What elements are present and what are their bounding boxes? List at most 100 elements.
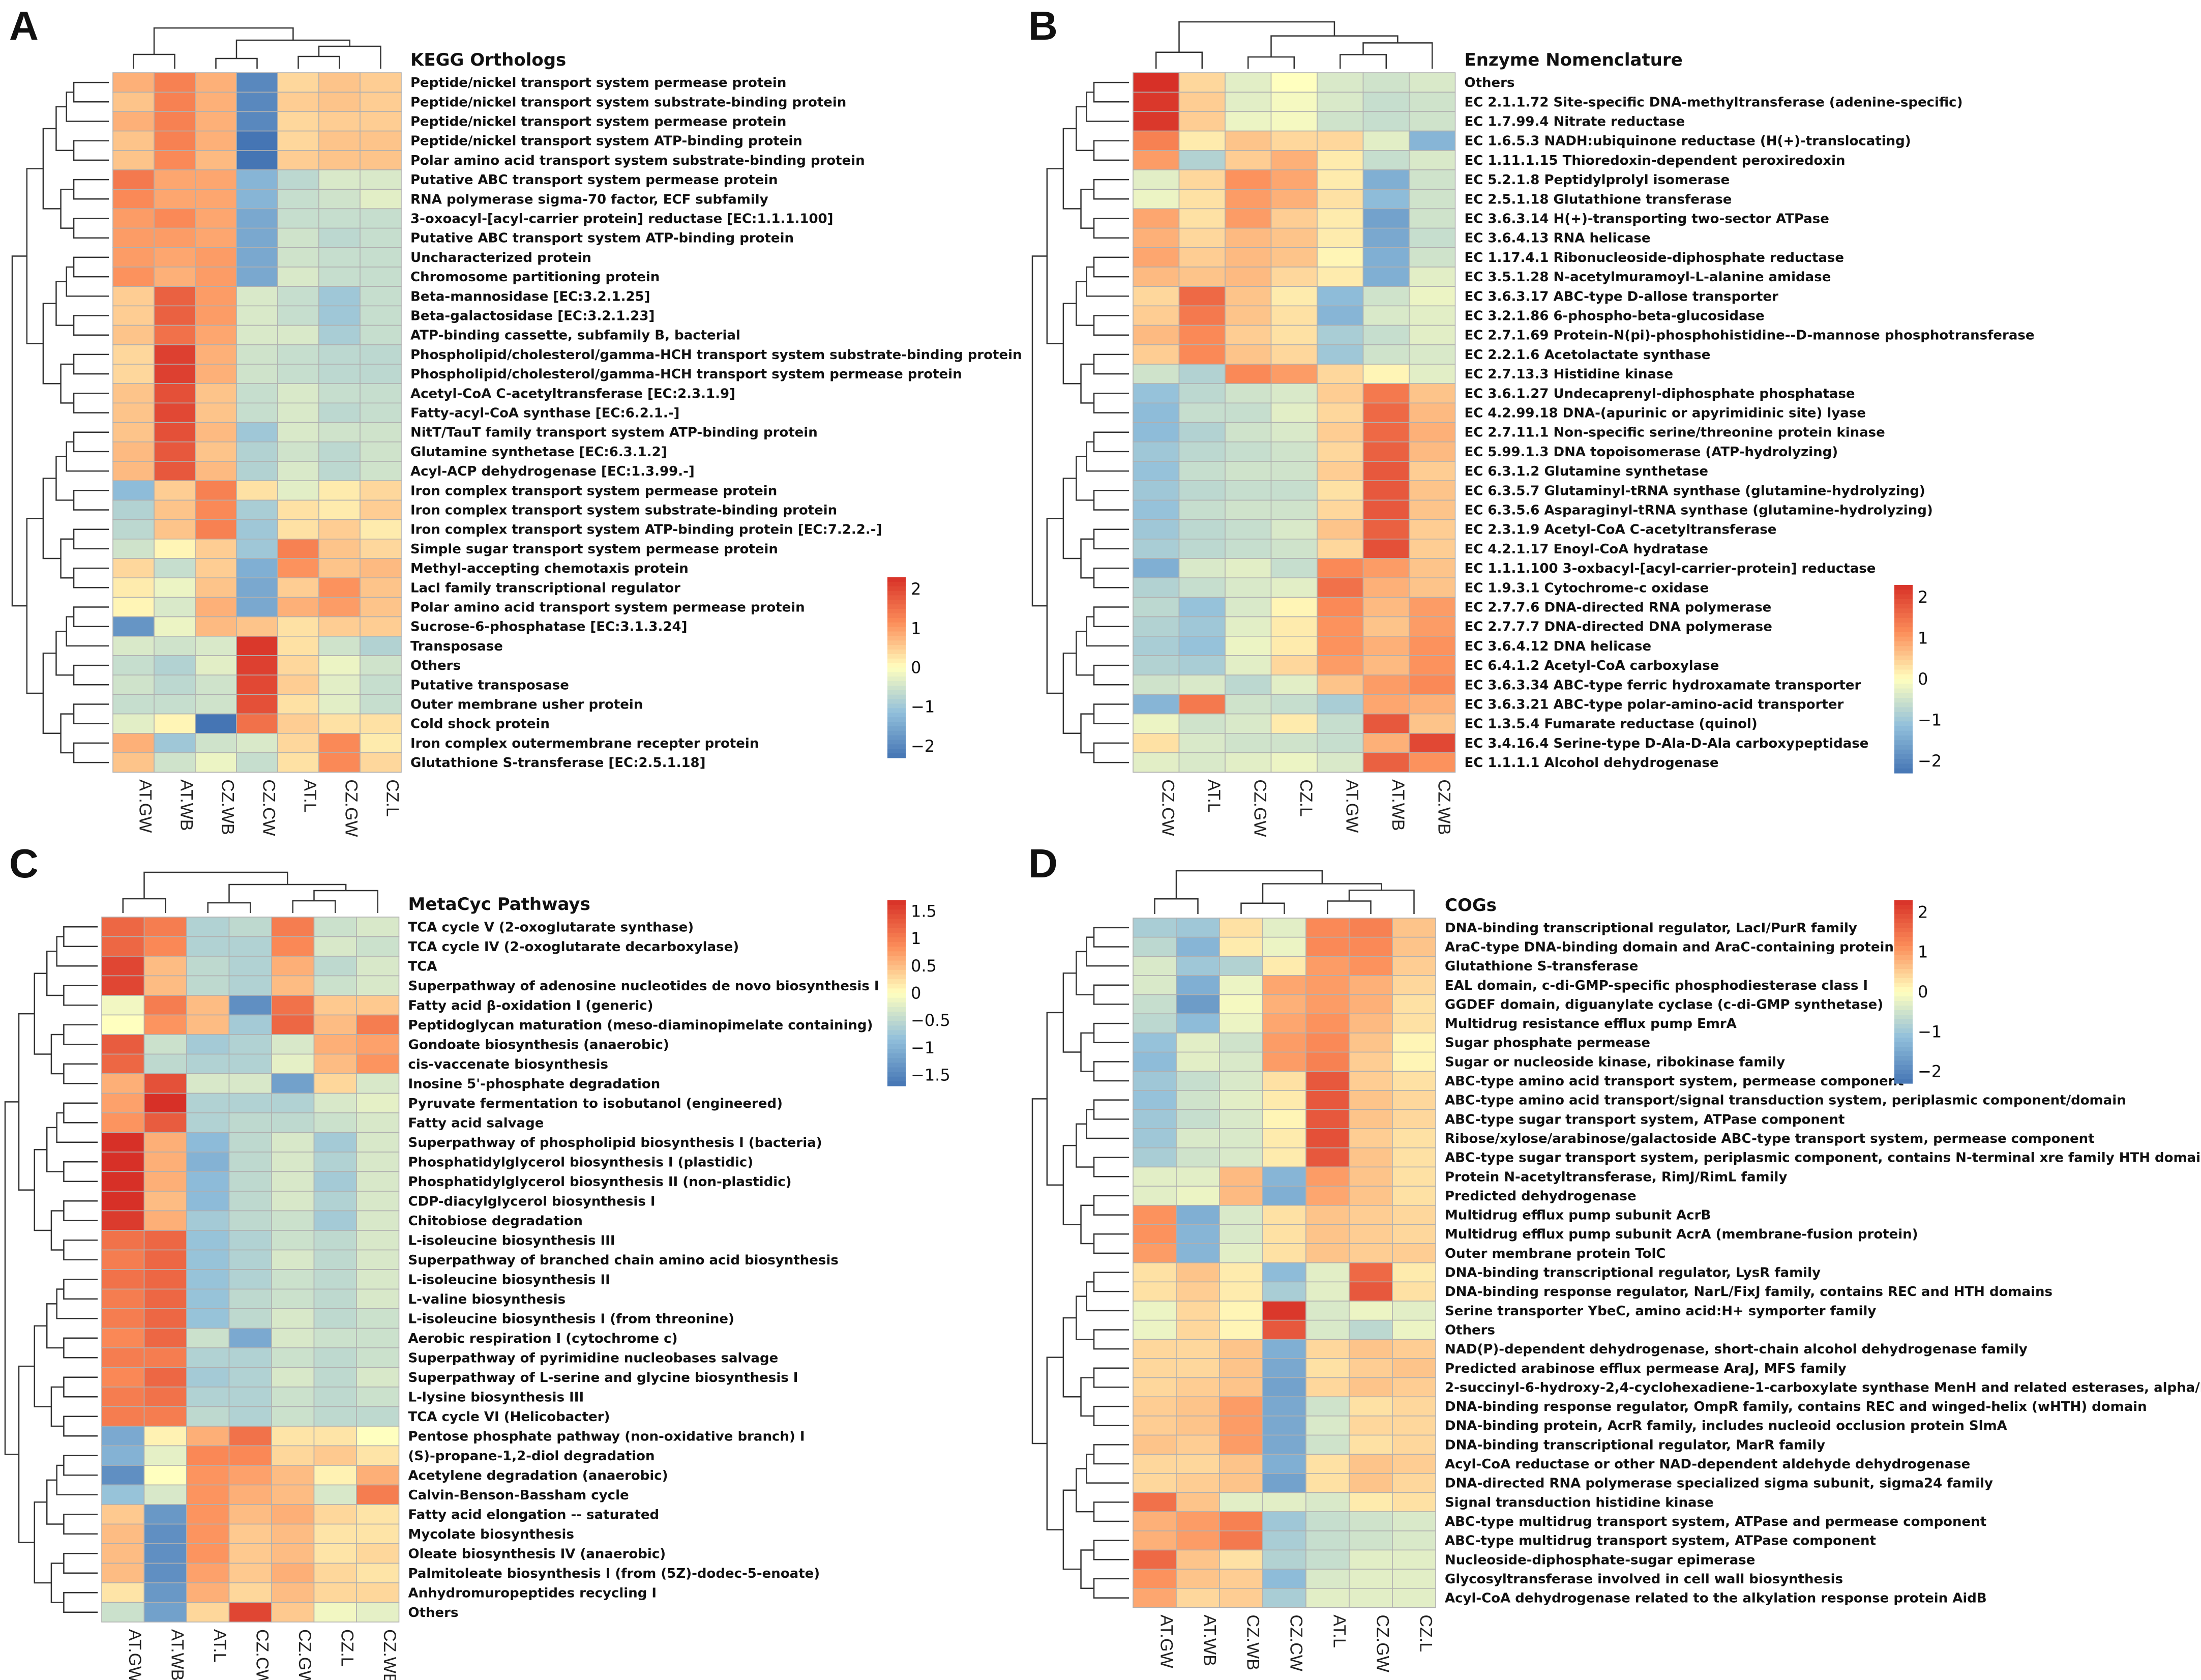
heatmap-cell	[1305, 1473, 1350, 1493]
heatmap-cell	[1362, 422, 1410, 443]
heatmap-cell	[195, 130, 237, 151]
heatmap-cell	[1392, 918, 1436, 938]
heatmap-cell	[1178, 519, 1226, 540]
row-label: 2-succinyl-6-hydroxy-2,4-cyclohexadiene-…	[1445, 1380, 2201, 1395]
heatmap-cell	[228, 1249, 272, 1270]
heatmap-cell	[236, 111, 278, 132]
heatmap-cell	[360, 150, 402, 170]
heatmap-cell	[1219, 1109, 1263, 1129]
heatmap-cell	[154, 72, 196, 93]
legend-tick-label: 0	[911, 984, 921, 1003]
heatmap-cell	[1133, 616, 1180, 637]
heatmap-cell	[154, 364, 196, 385]
heatmap-cell	[1176, 1033, 1220, 1053]
heatmap-cell	[195, 694, 237, 715]
heatmap-cell	[313, 1543, 357, 1564]
heatmap-cell	[271, 1465, 315, 1486]
heatmap-cell	[1392, 1549, 1436, 1570]
heatmap-cell	[195, 169, 237, 190]
column-label: CZ.L	[1296, 779, 1316, 817]
heatmap-cell	[1305, 1109, 1350, 1129]
heatmap-cell	[112, 694, 155, 715]
heatmap-cell	[228, 936, 272, 957]
heatmap-cell	[101, 1132, 145, 1153]
heatmap-cell	[101, 1523, 145, 1544]
row-label: Superpathway of L-serine and glycine bio…	[408, 1370, 798, 1386]
column-dendrogram	[1155, 21, 1433, 69]
heatmap-cell	[1219, 1071, 1263, 1091]
heatmap-cell	[356, 1504, 400, 1525]
heatmap-cell	[228, 1191, 272, 1212]
heatmap-cell	[236, 733, 278, 753]
heatmap-cell	[271, 1328, 315, 1348]
row-label: Mycolate biosynthesis	[408, 1527, 574, 1542]
heatmap-cell	[1176, 1243, 1220, 1263]
heatmap-cell	[1225, 305, 1272, 326]
heatmap-cell	[313, 1523, 357, 1544]
heatmap-cell	[1409, 286, 1456, 307]
heatmap-cell	[1262, 1204, 1306, 1225]
row-label: (S)-propane-1,2-diol degradation	[408, 1449, 655, 1464]
heatmap-cell	[1349, 1051, 1393, 1072]
heatmap-cell	[318, 364, 361, 385]
heatmap-cell	[1225, 72, 1272, 93]
heatmap-cell	[1409, 227, 1456, 248]
heatmap-cell	[1270, 480, 1318, 501]
heatmap-cell	[228, 1171, 272, 1192]
heatmap-cell	[1176, 1454, 1220, 1474]
heatmap-cell	[277, 169, 319, 190]
heatmap-cell	[1392, 1051, 1436, 1072]
heatmap-cell	[228, 1210, 272, 1231]
heatmap-cell	[154, 286, 196, 307]
heatmap-cell	[1178, 208, 1226, 229]
heatmap-cell	[1178, 325, 1226, 345]
heatmap-cell	[1262, 1186, 1306, 1206]
heatmap-cell	[1317, 577, 1364, 598]
heatmap-cell	[143, 1269, 187, 1290]
heatmap-cell	[1219, 1243, 1263, 1263]
heatmap-cell	[195, 305, 237, 326]
heatmap-cell	[313, 1191, 357, 1212]
row-label: Sugar or nucleoside kinase, ribokinase f…	[1445, 1054, 1785, 1070]
heatmap-cell	[1133, 1396, 1177, 1417]
heatmap-cell	[1133, 918, 1177, 938]
heatmap-cell	[1219, 1186, 1263, 1206]
heatmap-cell	[313, 995, 357, 1016]
heatmap-cell	[1133, 92, 1180, 112]
heatmap-cell	[277, 752, 319, 773]
heatmap-cell	[1409, 694, 1456, 715]
heatmap-cell	[356, 936, 400, 957]
heatmap-cell	[1270, 636, 1318, 656]
heatmap-cell	[356, 1445, 400, 1466]
row-label: Anhydromuropeptides recycling I	[408, 1585, 657, 1601]
heatmap-cell	[1133, 1492, 1177, 1512]
heatmap-cell	[143, 1387, 187, 1407]
heatmap-cell	[1219, 1224, 1263, 1244]
panel-title: Enzyme Nomenclature	[1465, 50, 1683, 70]
heatmap-cell	[1409, 325, 1456, 345]
heatmap-cell	[356, 995, 400, 1016]
heatmap-cell	[1178, 267, 1226, 287]
heatmap-cell	[154, 577, 196, 598]
heatmap-cell	[360, 325, 402, 345]
row-label: Putative transposase	[410, 677, 569, 693]
heatmap-cell	[195, 655, 237, 676]
heatmap-cell	[1225, 558, 1272, 579]
heatmap-cell	[236, 461, 278, 482]
heatmap-cell	[1178, 539, 1226, 559]
heatmap-cell	[1225, 597, 1272, 617]
heatmap-cell	[1176, 1071, 1220, 1091]
row-label: Transposase	[410, 639, 503, 654]
heatmap-cell	[318, 111, 361, 132]
heatmap-cell	[1225, 577, 1272, 598]
heatmap-cell	[1176, 1434, 1220, 1455]
heatmap-cell	[1133, 130, 1180, 151]
heatmap-cell	[1305, 956, 1350, 976]
heatmap-cell	[1305, 1262, 1350, 1283]
row-label: ABC-type sugar transport system, peripla…	[1445, 1151, 2201, 1166]
heatmap-cell	[1133, 344, 1180, 365]
heatmap-cell	[1270, 422, 1318, 443]
heatmap-cell	[318, 655, 361, 676]
heatmap-cell	[360, 169, 402, 190]
heatmap-cell	[1349, 1071, 1393, 1091]
